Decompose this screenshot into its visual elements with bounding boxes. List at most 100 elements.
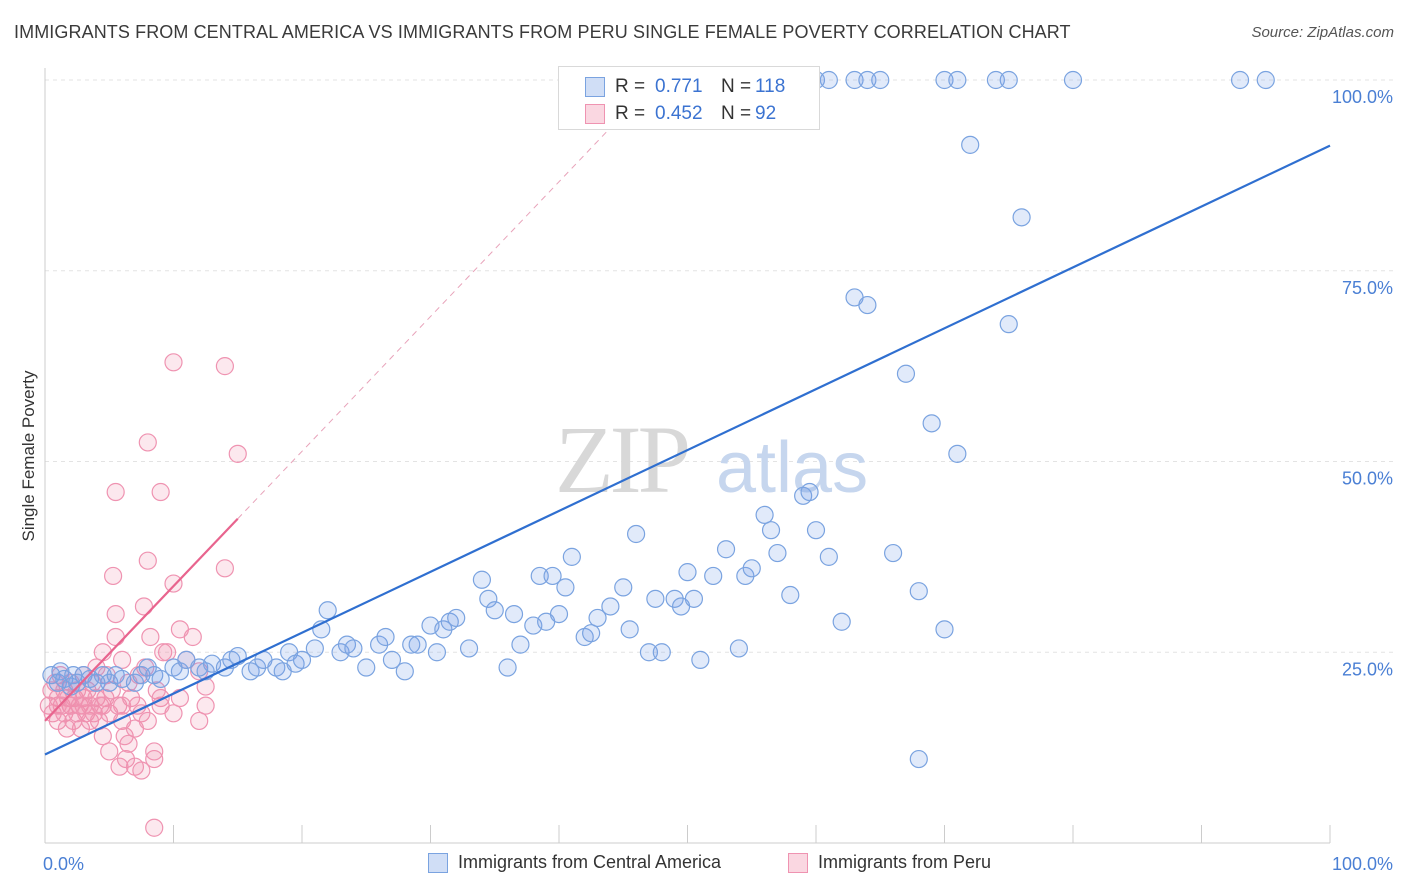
data-point-central-america bbox=[948, 444, 967, 463]
data-point-central-america bbox=[819, 547, 838, 566]
data-point-central-america bbox=[691, 650, 710, 669]
tick-labels: 25.0% 50.0% 75.0% 100.0% 0.0% 100.0% bbox=[43, 87, 1393, 874]
data-point-peru bbox=[151, 482, 170, 502]
data-point-central-america bbox=[961, 135, 980, 154]
data-point-central-america bbox=[292, 650, 312, 669]
data-point-central-america bbox=[935, 70, 954, 90]
legend-row-peru: R = 0.452 N = 92 bbox=[585, 101, 776, 127]
data-point-peru bbox=[74, 696, 93, 715]
data-point-central-america bbox=[498, 658, 517, 677]
legend-swatch-blue bbox=[585, 77, 605, 97]
data-point-central-america bbox=[620, 620, 639, 639]
trend-line-central-america bbox=[44, 144, 1331, 756]
legend-swatch-blue bbox=[428, 852, 448, 873]
data-point-central-america bbox=[800, 482, 819, 502]
legend-n-value: 118 bbox=[755, 76, 786, 97]
data-point-central-america bbox=[1230, 70, 1250, 90]
data-point-central-america bbox=[614, 578, 633, 597]
data-point-central-america bbox=[530, 566, 549, 586]
data-point-peru bbox=[145, 742, 164, 761]
data-point-peru bbox=[110, 757, 129, 776]
legend-r-value: 0.771 bbox=[655, 76, 703, 97]
data-point-central-america bbox=[125, 673, 145, 692]
data-point-central-america bbox=[909, 749, 928, 769]
data-point-peru bbox=[134, 597, 154, 616]
data-point-central-america bbox=[479, 589, 498, 608]
data-point-peru bbox=[106, 604, 125, 624]
data-point-central-america bbox=[318, 601, 337, 620]
data-point-central-america bbox=[1063, 70, 1083, 90]
data-point-central-america bbox=[132, 666, 151, 685]
y-tick-label: 25.0% bbox=[1342, 659, 1393, 679]
data-point-peru bbox=[138, 551, 157, 570]
data-point-central-america bbox=[999, 70, 1018, 90]
legend-swatch-pink bbox=[585, 104, 605, 124]
legend-item-central-america[interactable]: Immigrants from Central America bbox=[428, 852, 721, 873]
data-point-central-america bbox=[170, 662, 190, 681]
watermark: ZIP atlas bbox=[555, 406, 868, 513]
trend-line-extension bbox=[237, 79, 657, 520]
y-tick-label: 100.0% bbox=[1332, 87, 1393, 107]
data-point-central-america bbox=[716, 540, 736, 559]
series-peru-points bbox=[39, 353, 247, 837]
data-point-central-america bbox=[896, 364, 916, 383]
data-point-central-america bbox=[883, 543, 903, 563]
watermark-atlas: atlas bbox=[716, 428, 868, 508]
legend-item-peru[interactable]: Immigrants from Peru bbox=[788, 852, 991, 873]
trend-lines bbox=[44, 144, 1331, 756]
data-point-central-america bbox=[948, 70, 967, 90]
source-label: Source: ZipAtlas.com bbox=[1251, 24, 1394, 41]
legend-label-peru: Immigrants from Peru bbox=[818, 852, 992, 872]
data-point-central-america bbox=[871, 70, 890, 90]
data-point-central-america bbox=[549, 604, 569, 624]
data-point-central-america bbox=[408, 635, 427, 654]
data-point-central-america bbox=[639, 643, 659, 662]
gridlines bbox=[45, 79, 1395, 653]
data-point-peru bbox=[196, 696, 215, 715]
data-point-central-america bbox=[845, 70, 864, 90]
data-point-central-america bbox=[678, 563, 697, 582]
data-point-peru bbox=[93, 696, 112, 715]
legend-swatch-pink bbox=[788, 852, 808, 873]
data-point-central-america bbox=[344, 639, 363, 658]
legend-row-central-america: R = 0.771 N = 118 bbox=[585, 74, 785, 100]
data-point-central-america bbox=[922, 414, 941, 433]
data-point-central-america bbox=[755, 505, 774, 525]
data-point-peru bbox=[104, 566, 123, 586]
data-point-central-america bbox=[459, 639, 479, 658]
data-point-central-america bbox=[684, 589, 704, 608]
data-point-central-america bbox=[832, 612, 851, 631]
data-point-central-america bbox=[935, 620, 954, 639]
legend-r-label: R = bbox=[615, 76, 646, 97]
data-point-central-america bbox=[376, 627, 395, 647]
data-point-central-america bbox=[999, 315, 1018, 334]
data-point-peru bbox=[190, 711, 209, 731]
data-point-central-america bbox=[511, 635, 530, 654]
data-point-central-america bbox=[652, 643, 671, 662]
data-point-peru bbox=[138, 711, 157, 731]
x-tick-label: 100.0% bbox=[1332, 854, 1393, 874]
data-point-central-america bbox=[768, 543, 787, 563]
data-point-central-america bbox=[151, 669, 170, 689]
stats-legend: R = 0.771 N = 118 R = 0.452 N = 92 bbox=[558, 66, 820, 130]
data-point-central-america bbox=[704, 566, 723, 586]
data-point-central-america bbox=[729, 639, 749, 658]
data-point-central-america bbox=[781, 585, 800, 605]
data-point-central-america bbox=[761, 521, 781, 540]
data-point-central-america bbox=[485, 601, 504, 620]
data-point-peru bbox=[145, 749, 164, 769]
data-point-central-america bbox=[1012, 208, 1031, 227]
data-point-peru bbox=[93, 643, 112, 662]
data-point-central-america bbox=[626, 524, 646, 544]
data-point-peru bbox=[157, 643, 177, 662]
data-point-central-america bbox=[395, 662, 414, 681]
data-point-central-america bbox=[138, 658, 157, 677]
data-point-peru bbox=[183, 627, 202, 647]
legend-r-label: R = bbox=[615, 103, 646, 124]
data-point-peru bbox=[138, 433, 157, 452]
data-point-peru bbox=[100, 742, 119, 761]
data-point-central-america bbox=[909, 582, 928, 601]
data-point-central-america bbox=[87, 673, 106, 692]
data-point-central-america bbox=[370, 635, 389, 654]
